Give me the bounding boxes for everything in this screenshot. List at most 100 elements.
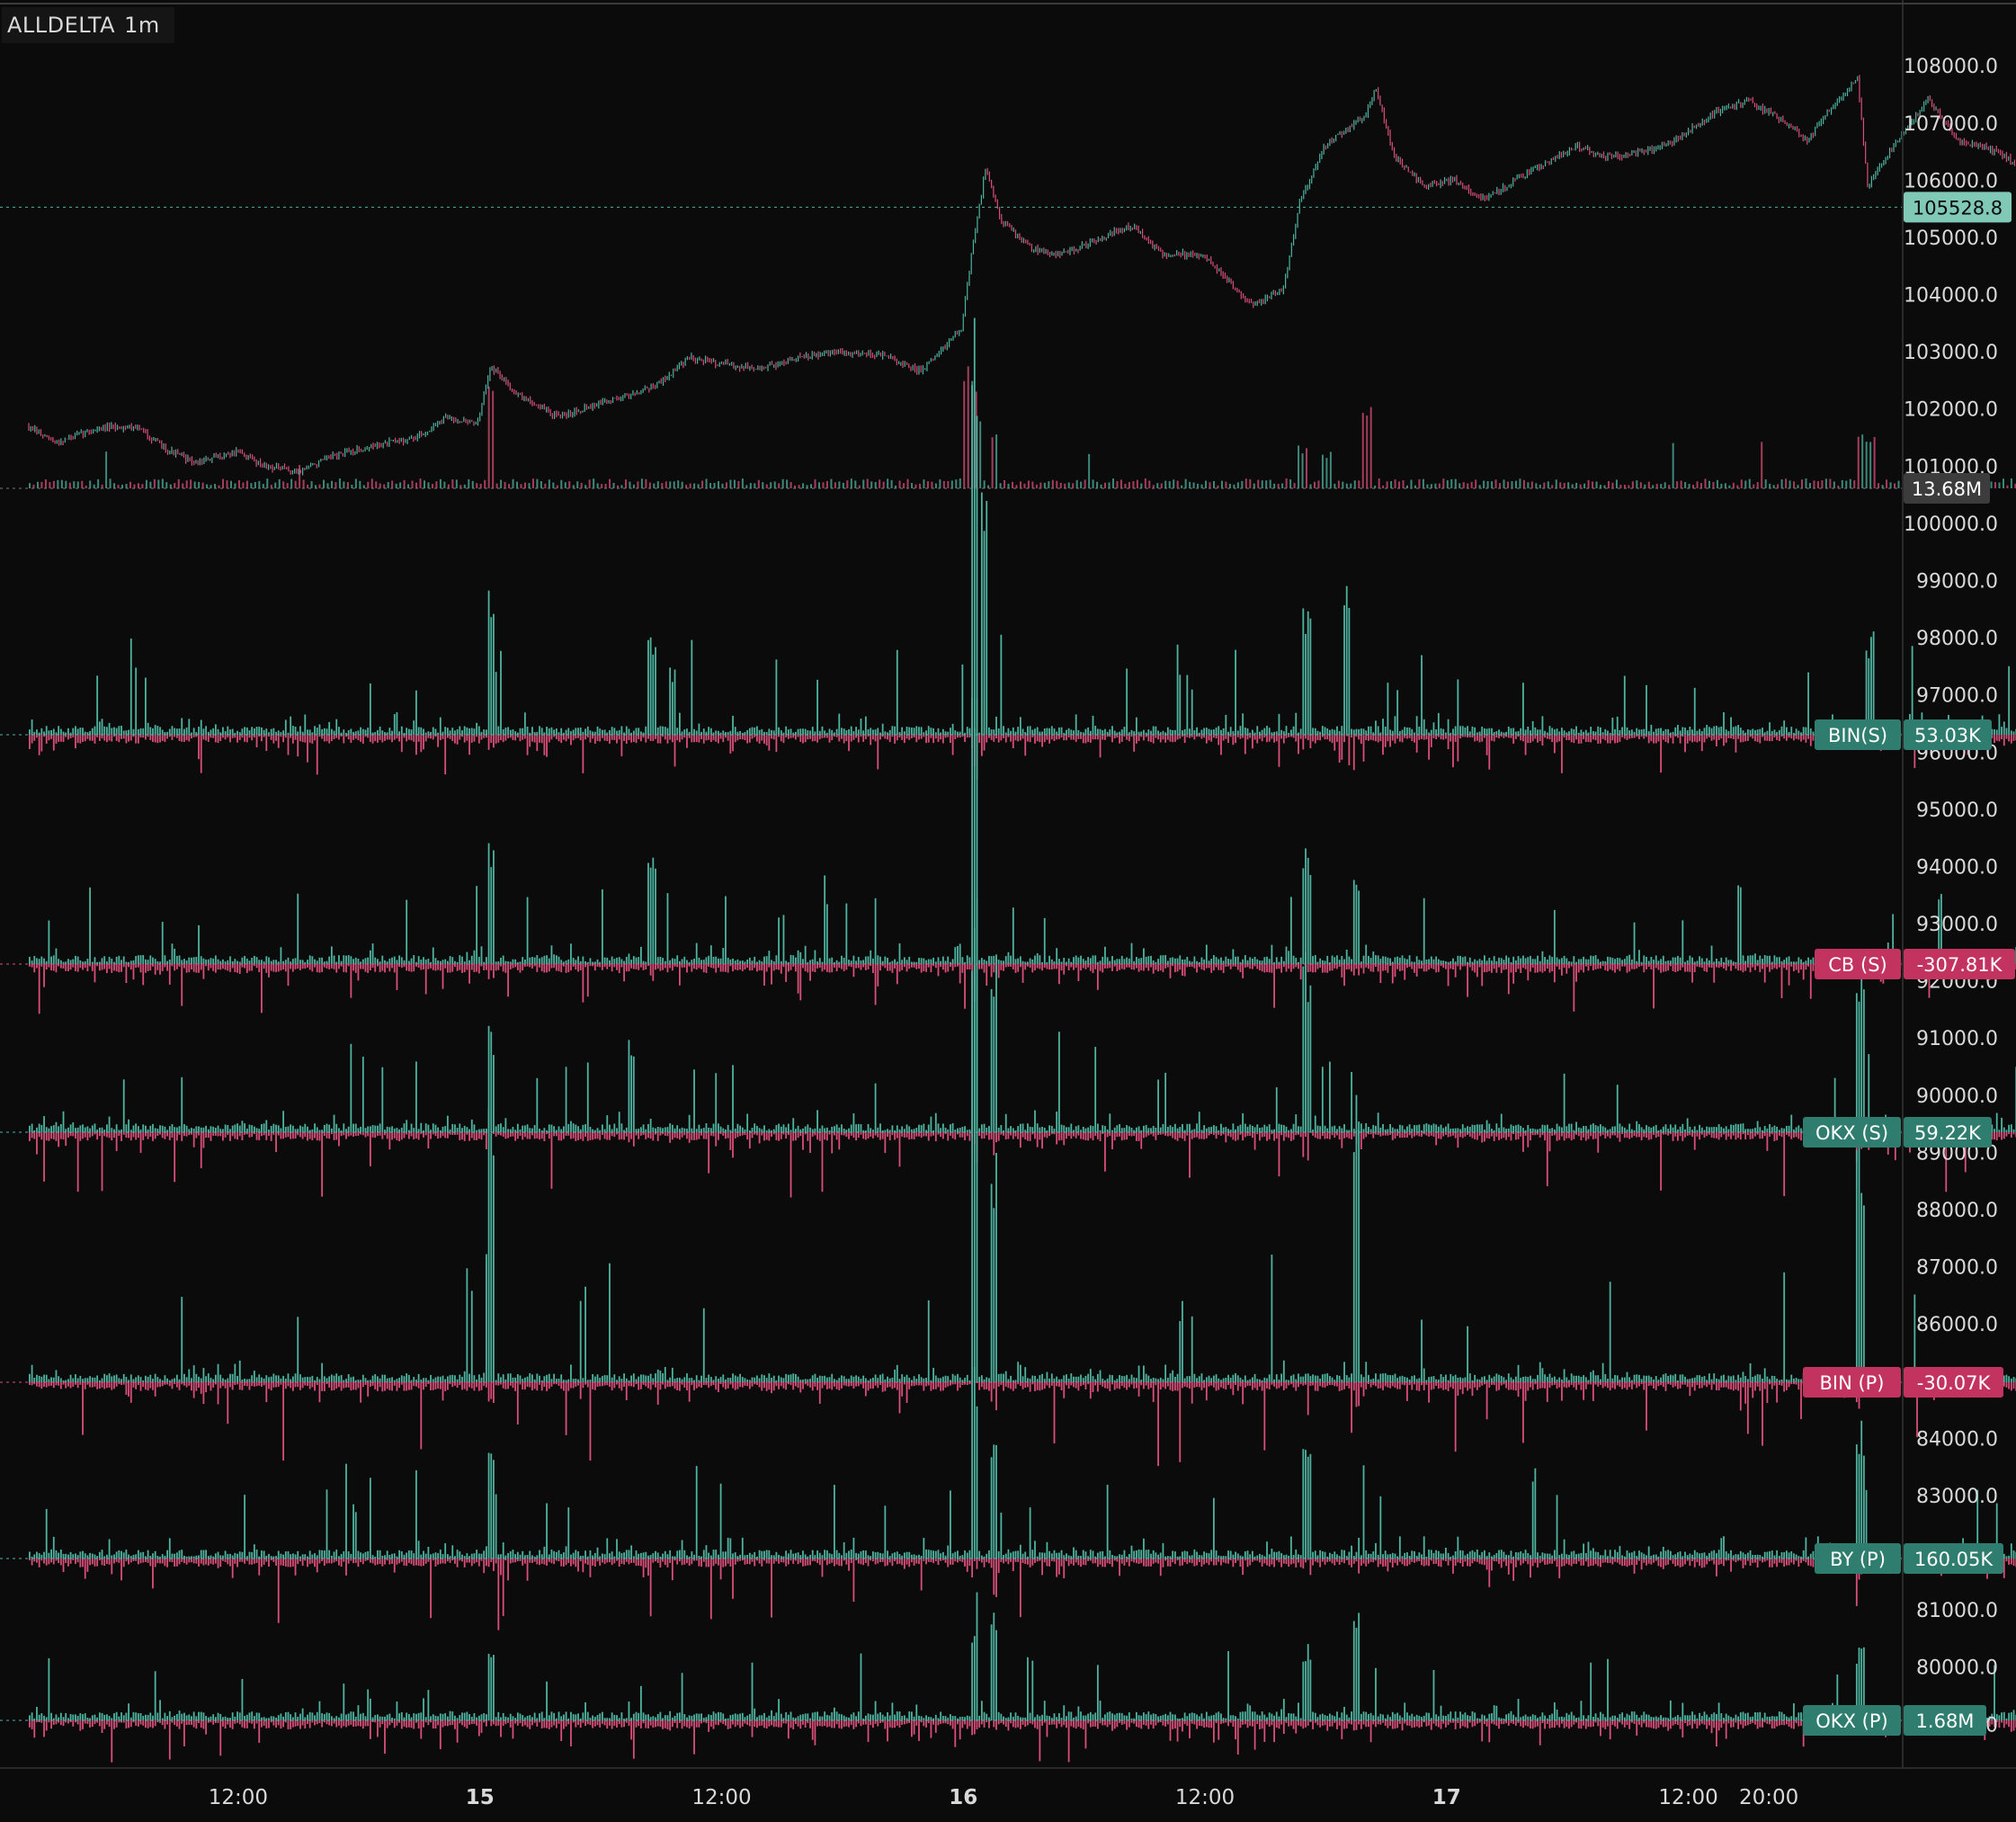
delta-bar-up-71 bbox=[200, 956, 202, 964]
delta-bar-down-600 bbox=[1478, 735, 1481, 743]
delta-bar-down-108 bbox=[290, 964, 292, 969]
delta-bar-down-619 bbox=[1524, 964, 1527, 969]
delta-bar-down-567 bbox=[1398, 735, 1401, 742]
delta-bar-up-43 bbox=[132, 728, 135, 735]
volume-bar-355 bbox=[1458, 483, 1461, 488]
delta-bar-up-532 bbox=[1314, 955, 1316, 964]
delta-bar-up-672 bbox=[1653, 960, 1655, 964]
delta-bar-down-243 bbox=[616, 964, 618, 970]
delta-bar-down-253 bbox=[639, 735, 642, 742]
delta-bar-down-30 bbox=[101, 735, 103, 739]
delta-bar-up-258 bbox=[652, 857, 655, 964]
delta-bar-down-368 bbox=[918, 735, 920, 740]
delta-bar-down-145 bbox=[379, 964, 381, 973]
delta-bar-up-297 bbox=[746, 959, 749, 964]
delta-bar-down-208 bbox=[531, 735, 533, 742]
delta-bar-down-336 bbox=[841, 964, 843, 969]
delta-bar-up-217 bbox=[553, 729, 556, 735]
volume-bar-210 bbox=[874, 482, 877, 488]
delta-bar-up-486 bbox=[1203, 728, 1206, 735]
volume-bar-490 bbox=[2002, 478, 2004, 488]
delta-bar-down-188 bbox=[483, 735, 486, 738]
delta-bar-down-382 bbox=[951, 735, 954, 755]
delta-bar-down-46 bbox=[139, 735, 142, 738]
delta-bar-up-160 bbox=[415, 690, 417, 735]
delta-bar-up-531 bbox=[1312, 956, 1314, 964]
delta-bar-up-691 bbox=[1699, 728, 1701, 735]
delta-bar-down-136 bbox=[357, 964, 360, 981]
delta-bar-up-240 bbox=[609, 729, 611, 735]
delta-bar-up-669 bbox=[1646, 956, 1647, 964]
volume-bar-371 bbox=[1522, 479, 1525, 488]
delta-bar-up-346 bbox=[864, 956, 867, 964]
delta-bar-up-372 bbox=[927, 959, 930, 964]
delta-bar-down-698 bbox=[1716, 735, 1717, 746]
volume-bar-14 bbox=[85, 485, 87, 488]
delta-bar-up-42 bbox=[129, 960, 132, 964]
delta-bar-up-279 bbox=[702, 960, 705, 964]
delta-bar-up-540 bbox=[1334, 729, 1336, 735]
volume-bar-94 bbox=[407, 484, 410, 488]
delta-bar-down-482 bbox=[1193, 735, 1196, 740]
delta-bar-up-687 bbox=[1689, 727, 1691, 735]
delta-bar-up-509 bbox=[1259, 960, 1261, 964]
volume-bar-98 bbox=[423, 480, 425, 488]
delta-bar-up-118 bbox=[314, 959, 316, 964]
delta-bar-down-48 bbox=[145, 735, 147, 740]
delta-bar-up-703 bbox=[1727, 731, 1730, 735]
delta-bar-up-633 bbox=[1558, 959, 1561, 964]
delta-bar-down-239 bbox=[606, 735, 609, 742]
delta-bar-down-370 bbox=[923, 964, 925, 972]
delta-bar-down-657 bbox=[1616, 735, 1619, 744]
delta-bar-down-536 bbox=[1324, 735, 1326, 740]
delta-bar-down-601 bbox=[1481, 964, 1484, 987]
delta-bar-up-703 bbox=[1727, 960, 1730, 964]
delta-bar-down-646 bbox=[1590, 735, 1592, 743]
delta-bar-down-114 bbox=[304, 735, 307, 743]
delta-bar-down-240 bbox=[609, 735, 611, 744]
delta-bar-up-215 bbox=[548, 958, 550, 964]
delta-bar-up-716 bbox=[1759, 728, 1762, 735]
delta-bar-up-26 bbox=[91, 728, 94, 735]
delta-bar-down-31 bbox=[103, 735, 106, 741]
delta-bar-down-197 bbox=[504, 964, 507, 973]
delta-bar-up-22 bbox=[82, 961, 84, 964]
delta-bar-up-439 bbox=[1089, 730, 1092, 735]
delta-bar-up-443 bbox=[1099, 728, 1102, 735]
delta-bar-down-123 bbox=[326, 964, 328, 969]
delta-bar-down-186 bbox=[477, 735, 480, 744]
delta-bar-up-203 bbox=[519, 961, 522, 964]
volume-bar-419 bbox=[1716, 479, 1718, 488]
delta-bar-up-77 bbox=[214, 724, 217, 735]
volume-bar-388 bbox=[1592, 481, 1594, 488]
volume-bar-349 bbox=[1434, 483, 1437, 488]
delta-bar-up-73 bbox=[205, 959, 208, 964]
delta-bar-down-686 bbox=[1686, 964, 1689, 972]
delta-bar-down-500 bbox=[1236, 735, 1239, 737]
delta-bar-up-494 bbox=[1222, 728, 1225, 735]
delta-bar-up-337 bbox=[843, 728, 845, 735]
delta-bar-up-527 bbox=[1302, 868, 1305, 964]
delta-bar-up-697 bbox=[1713, 961, 1716, 964]
delta-bar-down-815 bbox=[1998, 735, 2001, 742]
volume-bar-420 bbox=[1720, 483, 1723, 488]
delta-bar-up-632 bbox=[1556, 728, 1558, 735]
delta-bar-up-277 bbox=[698, 723, 700, 735]
delta-bar-down-306 bbox=[768, 964, 771, 968]
delta-bar-up-44 bbox=[135, 667, 138, 735]
delta-bar-up-219 bbox=[558, 732, 560, 735]
delta-bar-up-412 bbox=[1024, 731, 1027, 735]
delta-bar-up-34 bbox=[111, 958, 113, 964]
delta-bar-down-283 bbox=[712, 735, 715, 741]
delta-bar-down-397 bbox=[988, 964, 990, 967]
delta-bar-up-260 bbox=[656, 727, 659, 735]
volume-bar-243 bbox=[1007, 483, 1010, 488]
volume-bar-239 bbox=[991, 437, 994, 488]
delta-bar-up-215 bbox=[548, 728, 550, 735]
delta-bar-up-21 bbox=[79, 960, 82, 964]
delta-bar-up-647 bbox=[1592, 956, 1594, 964]
delta-bar-up-591 bbox=[1457, 955, 1459, 964]
volume-bar-344 bbox=[1414, 485, 1416, 488]
